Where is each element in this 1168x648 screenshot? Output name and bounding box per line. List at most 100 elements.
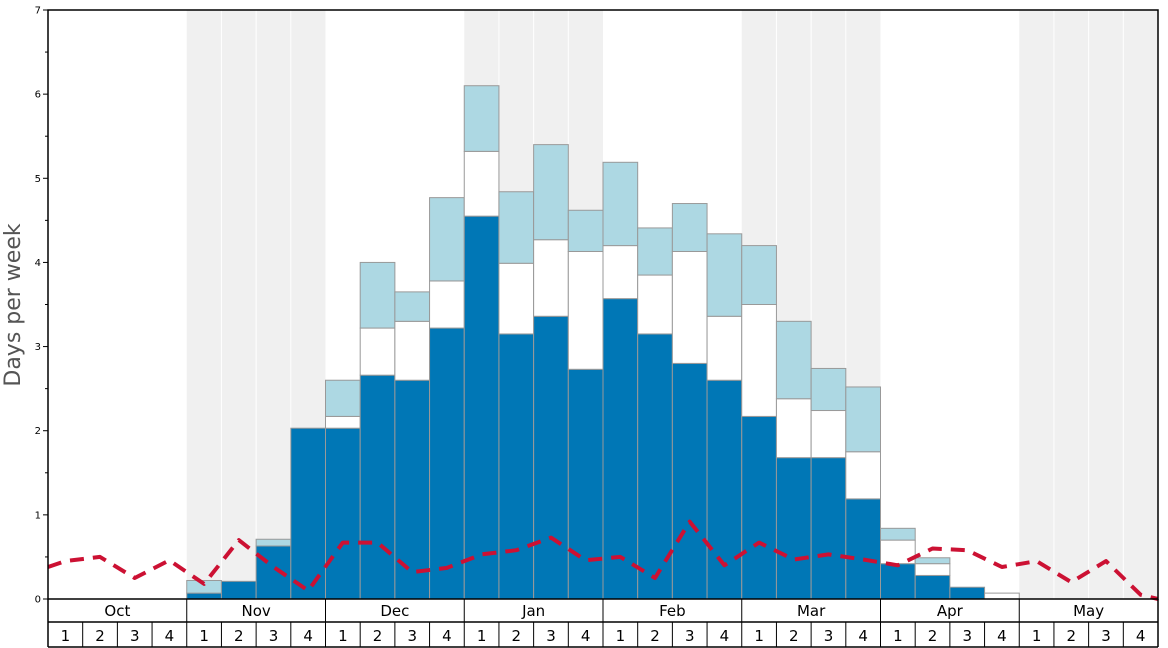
week-label: 3 xyxy=(269,627,279,645)
week-label: 4 xyxy=(720,627,730,645)
bar-segment-dark xyxy=(567,368,604,600)
x-axis-labels: Oct 1 2 3 4 Nov 1 2 3 4 Dec 1 2 3 4 Jan 1 2 3 4 Feb 1 2 3 4 Mar 1 2… xyxy=(47,599,1159,648)
bar-segment-light xyxy=(914,557,951,565)
y-tick-label: 7 xyxy=(35,6,41,17)
week-label: 3 xyxy=(1101,627,1111,645)
bar-segment-white xyxy=(706,315,743,381)
bar-segment-white xyxy=(429,280,465,329)
week-label: 4 xyxy=(165,627,175,645)
bar-segment-dark xyxy=(533,315,569,600)
bar-segment-dark xyxy=(949,586,986,600)
week-label: 3 xyxy=(685,627,695,645)
month-label-mar: Mar xyxy=(797,602,826,620)
bar-segment-dark xyxy=(637,333,673,600)
bar-segment-dark xyxy=(671,362,708,600)
bar-mar-1 xyxy=(741,245,777,600)
week-label: 3 xyxy=(962,627,972,645)
week-label: 3 xyxy=(130,627,140,645)
bar-segment-white xyxy=(567,250,604,370)
bar-segment-white xyxy=(914,563,951,576)
bar-segment-dark xyxy=(290,427,326,600)
bar-segment-white xyxy=(637,274,673,335)
bar-segment-white xyxy=(359,327,396,376)
y-tick-label: 5 xyxy=(35,174,41,185)
bar-segment-white xyxy=(810,410,847,459)
y-tick-label: 3 xyxy=(35,342,41,353)
y-tick-label: 0 xyxy=(35,595,41,606)
average-line xyxy=(47,519,1159,601)
month-label-may: May xyxy=(1073,602,1104,620)
bar-dec-4 xyxy=(429,197,465,600)
bar-segment-dark xyxy=(186,592,222,600)
bar-segment-white xyxy=(845,451,881,500)
bar-segment-light xyxy=(880,527,916,541)
week-label: 1 xyxy=(477,627,487,645)
month-label-nov: Nov xyxy=(241,602,270,620)
week-label: 4 xyxy=(442,627,452,645)
bar-segment-dark xyxy=(359,374,396,600)
bar-jan-3 xyxy=(533,144,569,600)
week-label: 1 xyxy=(1032,627,1042,645)
bar-segment-dark xyxy=(498,333,535,600)
week-label: 4 xyxy=(1136,627,1146,645)
week-label: 2 xyxy=(1067,627,1077,645)
bar-segment-white xyxy=(602,245,639,300)
bar-segment-dark xyxy=(602,298,639,600)
bar-segment-light xyxy=(671,203,708,252)
bar-segment-dark xyxy=(775,457,812,600)
bar-segment-dark xyxy=(845,498,881,600)
bar-segment-dark xyxy=(741,415,777,600)
bar-jan-1 xyxy=(463,85,500,600)
week-label: 1 xyxy=(338,627,348,645)
bar-nov-4 xyxy=(290,427,326,600)
y-tick-label: 4 xyxy=(35,258,41,269)
bar-mar-4 xyxy=(845,386,881,600)
bar-apr-1 xyxy=(880,527,916,600)
week-label: 2 xyxy=(928,627,938,645)
week-label: 2 xyxy=(373,627,383,645)
week-label: 1 xyxy=(199,627,209,645)
bar-segment-white xyxy=(984,592,1020,600)
bar-feb-4 xyxy=(706,233,743,600)
week-label: 4 xyxy=(581,627,591,645)
bar-mar-3 xyxy=(810,367,847,600)
bar-segment-light xyxy=(567,209,604,252)
week-label: 2 xyxy=(95,627,105,645)
bar-segment-dark xyxy=(220,580,257,600)
stacked-bars xyxy=(186,85,1020,600)
y-tick-label: 2 xyxy=(35,426,41,437)
bar-segment-light xyxy=(533,144,569,241)
bar-apr-3 xyxy=(949,586,986,600)
y-axis-ticks: 0 1 2 3 4 5 6 7 xyxy=(35,6,48,606)
week-label: 3 xyxy=(824,627,834,645)
month-label-jan: Jan xyxy=(521,602,545,620)
week-label: 1 xyxy=(754,627,764,645)
bar-segment-dark xyxy=(463,215,500,600)
bar-segment-light xyxy=(325,379,361,417)
bar-segment-light xyxy=(429,197,465,282)
bar-segment-light xyxy=(394,291,431,322)
bar-segment-white xyxy=(741,304,777,417)
bar-dec-2 xyxy=(359,261,396,600)
bar-segment-dark xyxy=(914,574,951,600)
bar-segment-dark xyxy=(880,563,916,600)
bar-segment-white xyxy=(394,320,431,381)
week-label: 1 xyxy=(893,627,903,645)
bar-segment-white xyxy=(325,415,361,429)
week-label: 1 xyxy=(616,627,626,645)
bar-segment-dark xyxy=(394,379,431,600)
week-label: 4 xyxy=(997,627,1007,645)
bar-feb-3 xyxy=(671,203,708,600)
bar-nov-2 xyxy=(220,580,257,600)
bar-nov-3 xyxy=(255,538,292,600)
bar-segment-white xyxy=(463,150,500,217)
bar-feb-1 xyxy=(602,161,639,600)
bar-segment-white xyxy=(671,250,708,364)
week-label: 2 xyxy=(650,627,660,645)
bar-segment-dark xyxy=(255,545,292,600)
week-label: 3 xyxy=(407,627,417,645)
bar-segment-white xyxy=(533,239,569,317)
bar-dec-1 xyxy=(325,379,361,600)
bar-segment-light xyxy=(775,320,812,400)
